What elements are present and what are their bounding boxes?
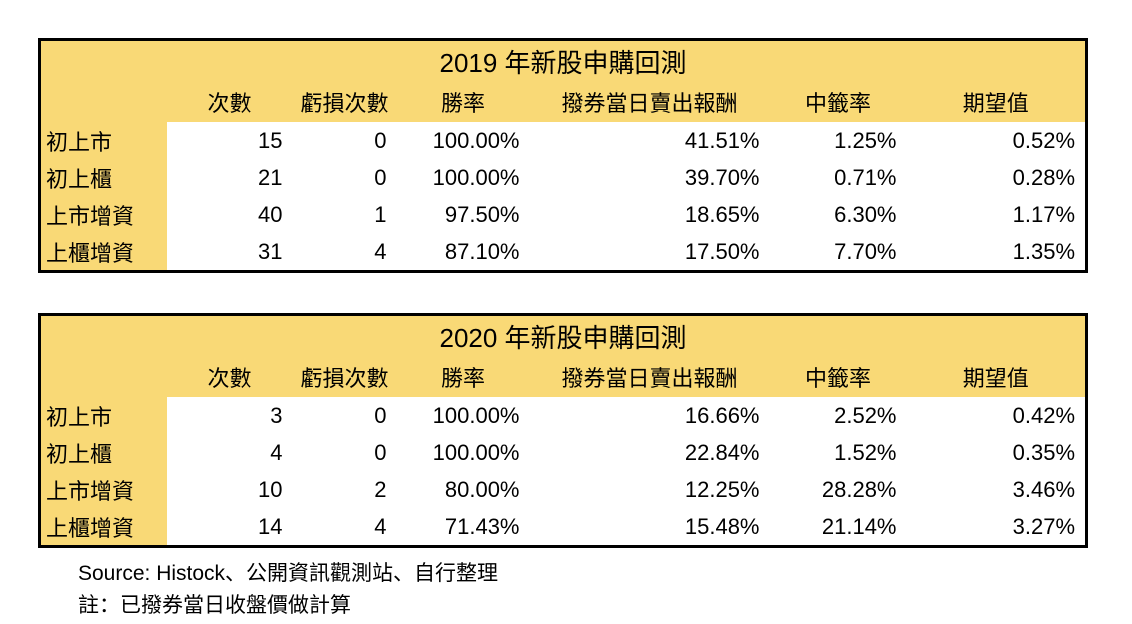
column-header-win-rate: 勝率 bbox=[396, 357, 530, 397]
table-row: 初上市 15 0 100.00% 41.51% 1.25% 0.52% bbox=[39, 122, 1087, 159]
row-label: 初上市 bbox=[39, 397, 167, 434]
row-label: 初上櫃 bbox=[39, 434, 167, 471]
cell-value: 3.27% bbox=[906, 508, 1087, 547]
cell-value: 6.30% bbox=[769, 196, 907, 233]
cell-value: 0 bbox=[292, 434, 397, 471]
cell-value: 0.35% bbox=[906, 434, 1087, 471]
source-note: Source: Histock、公開資訊觀測站、自行整理 bbox=[78, 562, 499, 585]
row-label: 上市增資 bbox=[39, 196, 167, 233]
column-header-expected-value: 期望值 bbox=[906, 357, 1087, 397]
cell-value: 1.52% bbox=[769, 434, 907, 471]
cell-value: 4 bbox=[292, 508, 397, 547]
cell-value: 100.00% bbox=[396, 159, 530, 196]
cell-value: 41.51% bbox=[529, 122, 770, 159]
table-row: 上市增資 40 1 97.50% 18.65% 6.30% 1.17% bbox=[39, 196, 1087, 233]
cell-value: 15 bbox=[166, 122, 293, 159]
column-header-lottery-rate: 中籤率 bbox=[769, 82, 907, 122]
cell-value: 12.25% bbox=[529, 471, 770, 508]
cell-value: 15.48% bbox=[529, 508, 770, 547]
column-header-count: 次數 bbox=[166, 82, 293, 122]
column-header-loss-count: 虧損次數 bbox=[292, 82, 397, 122]
cell-value: 14 bbox=[166, 508, 293, 547]
cell-value: 4 bbox=[292, 233, 397, 272]
column-header-win-rate: 勝率 bbox=[396, 82, 530, 122]
table-row: 初上櫃 4 0 100.00% 22.84% 1.52% 0.35% bbox=[39, 434, 1087, 471]
cell-value: 4 bbox=[166, 434, 293, 471]
table-row: 初上櫃 21 0 100.00% 39.70% 0.71% 0.28% bbox=[39, 159, 1087, 196]
cell-value: 100.00% bbox=[396, 434, 530, 471]
column-header-expected-value: 期望值 bbox=[906, 82, 1087, 122]
title-row: 2020 年新股申購回測 bbox=[39, 314, 1087, 357]
table-title-2019: 2019 年新股申購回測 bbox=[39, 39, 1087, 82]
cell-value: 0.52% bbox=[906, 122, 1087, 159]
table-title-2020: 2020 年新股申購回測 bbox=[39, 314, 1087, 357]
cell-value: 100.00% bbox=[396, 397, 530, 434]
row-label: 上櫃增資 bbox=[39, 233, 167, 272]
cell-value: 80.00% bbox=[396, 471, 530, 508]
column-header-sellday-return: 撥券當日賣出報酬 bbox=[529, 82, 770, 122]
cell-value: 18.65% bbox=[529, 196, 770, 233]
corner-cell bbox=[39, 357, 167, 397]
cell-value: 2.52% bbox=[769, 397, 907, 434]
row-label: 上市增資 bbox=[39, 471, 167, 508]
table-row: 上櫃增資 31 4 87.10% 17.50% 7.70% 1.35% bbox=[39, 233, 1087, 272]
title-row: 2019 年新股申購回測 bbox=[39, 39, 1087, 82]
cell-value: 21 bbox=[166, 159, 293, 196]
table-row: 上市增資 10 2 80.00% 12.25% 28.28% 3.46% bbox=[39, 471, 1087, 508]
footer: Source: Histock、公開資訊觀測站、自行整理 註：已撥券當日收盤價做… bbox=[78, 558, 1132, 622]
cell-value: 1.17% bbox=[906, 196, 1087, 233]
cell-value: 97.50% bbox=[396, 196, 530, 233]
backtest-table-2019: 2019 年新股申購回測 次數 虧損次數 勝率 撥券當日賣出報酬 中籤率 期望值… bbox=[38, 38, 1089, 273]
cell-value: 31 bbox=[166, 233, 293, 272]
header-row: 次數 虧損次數 勝率 撥券當日賣出報酬 中籤率 期望值 bbox=[39, 82, 1087, 122]
row-label: 上櫃增資 bbox=[39, 508, 167, 547]
corner-cell bbox=[39, 82, 167, 122]
column-header-count: 次數 bbox=[166, 357, 293, 397]
column-header-sellday-return: 撥券當日賣出報酬 bbox=[529, 357, 770, 397]
cell-value: 0 bbox=[292, 397, 397, 434]
cell-value: 22.84% bbox=[529, 434, 770, 471]
cell-value: 71.43% bbox=[396, 508, 530, 547]
cell-value: 3.46% bbox=[906, 471, 1087, 508]
column-header-loss-count: 虧損次數 bbox=[292, 357, 397, 397]
cell-value: 40 bbox=[166, 196, 293, 233]
cell-value: 28.28% bbox=[769, 471, 907, 508]
cell-value: 1.25% bbox=[769, 122, 907, 159]
table-row: 初上市 3 0 100.00% 16.66% 2.52% 0.42% bbox=[39, 397, 1087, 434]
backtest-table-2020: 2020 年新股申購回測 次數 虧損次數 勝率 撥券當日賣出報酬 中籤率 期望值… bbox=[38, 313, 1089, 548]
row-label: 初上市 bbox=[39, 122, 167, 159]
cell-value: 0.71% bbox=[769, 159, 907, 196]
header-row: 次數 虧損次數 勝率 撥券當日賣出報酬 中籤率 期望值 bbox=[39, 357, 1087, 397]
calculation-note: 註：已撥券當日收盤價做計算 bbox=[78, 594, 351, 617]
cell-value: 1 bbox=[292, 196, 397, 233]
cell-value: 0 bbox=[292, 122, 397, 159]
cell-value: 1.35% bbox=[906, 233, 1087, 272]
cell-value: 3 bbox=[166, 397, 293, 434]
cell-value: 21.14% bbox=[769, 508, 907, 547]
cell-value: 0.42% bbox=[906, 397, 1087, 434]
cell-value: 7.70% bbox=[769, 233, 907, 272]
table-row: 上櫃增資 14 4 71.43% 15.48% 21.14% 3.27% bbox=[39, 508, 1087, 547]
cell-value: 2 bbox=[292, 471, 397, 508]
column-header-lottery-rate: 中籤率 bbox=[769, 357, 907, 397]
row-label: 初上櫃 bbox=[39, 159, 167, 196]
cell-value: 0.28% bbox=[906, 159, 1087, 196]
cell-value: 39.70% bbox=[529, 159, 770, 196]
cell-value: 87.10% bbox=[396, 233, 530, 272]
cell-value: 16.66% bbox=[529, 397, 770, 434]
cell-value: 100.00% bbox=[396, 122, 530, 159]
cell-value: 0 bbox=[292, 159, 397, 196]
cell-value: 17.50% bbox=[529, 233, 770, 272]
cell-value: 10 bbox=[166, 471, 293, 508]
